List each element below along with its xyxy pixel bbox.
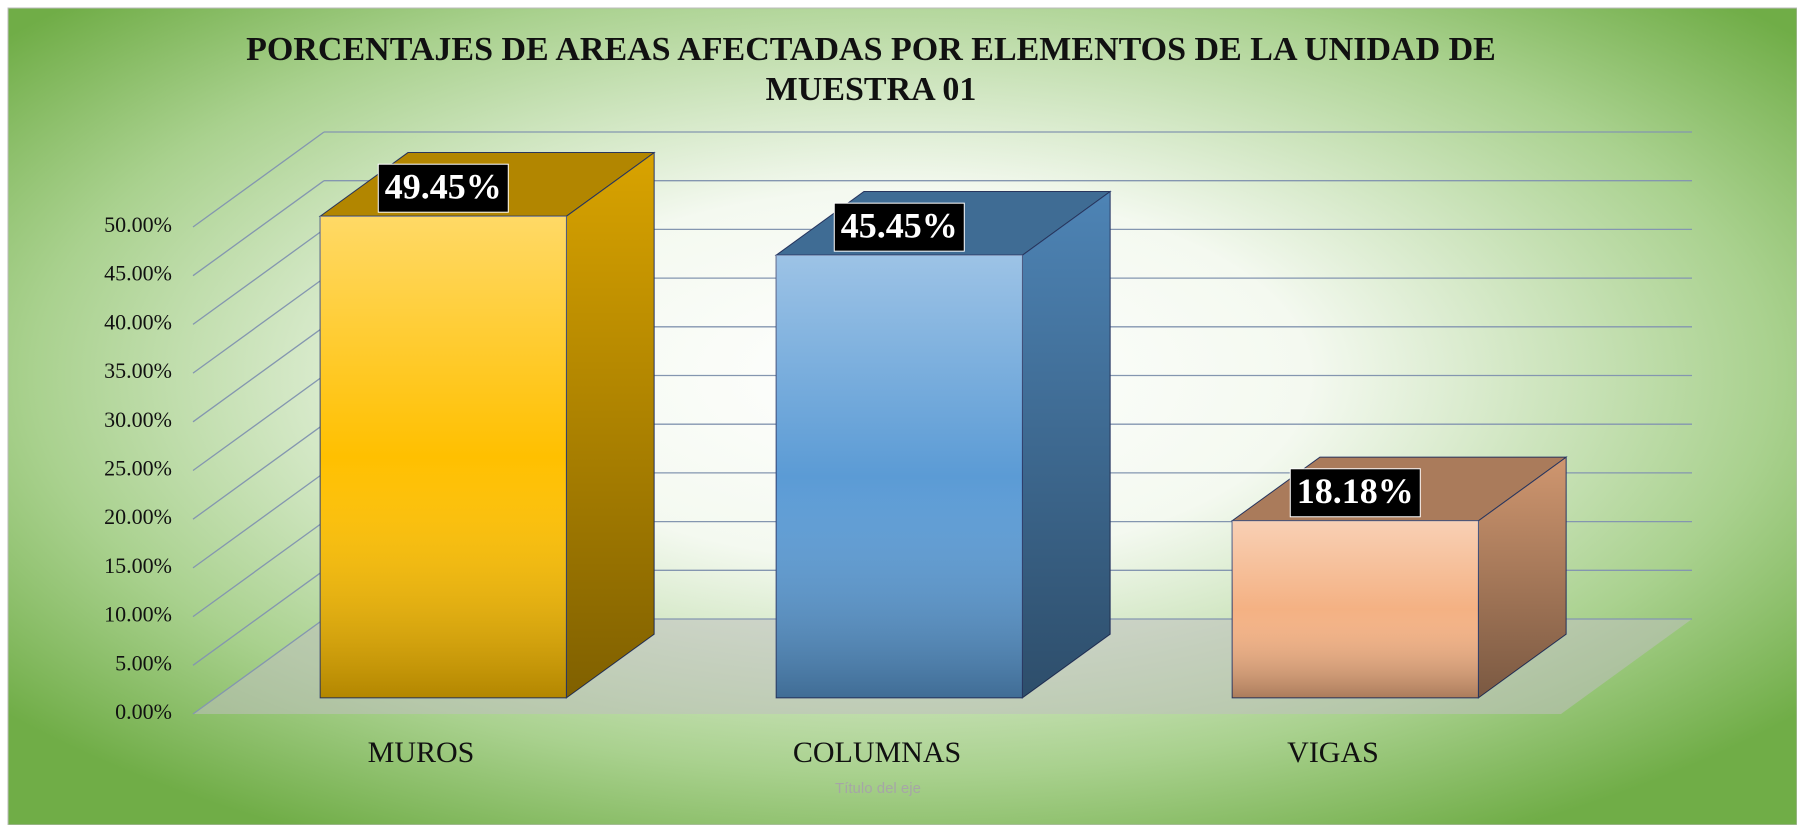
grid-line-side [192, 472, 325, 569]
y-tick-label: 40.00% [104, 309, 172, 334]
bar-shade [320, 216, 567, 698]
bar-side-shade [1022, 191, 1111, 698]
y-tick-label: 20.00% [104, 504, 172, 529]
grid-line-side [192, 180, 325, 277]
bar-side-shade [1478, 457, 1567, 698]
y-tick-label: 15.00% [104, 553, 172, 578]
value-label: 45.45% [841, 205, 958, 245]
grid-line-side [192, 374, 325, 472]
y-tick-label: 35.00% [104, 358, 172, 383]
x-tick-label: COLUMNAS [793, 736, 961, 769]
value-label-box [833, 202, 965, 252]
x-axis-title: Título del eje [835, 780, 921, 797]
value-label: 49.45% [385, 166, 502, 206]
y-tick-label: 45.00% [104, 261, 172, 286]
y-tick-label: 5.00% [115, 650, 172, 675]
bar-shade [1232, 520, 1479, 698]
value-label-box [1289, 468, 1421, 518]
value-label-box [377, 163, 509, 213]
grid-line-side [192, 326, 325, 423]
y-tick-label: 0.00% [115, 699, 172, 724]
y-tick-label: 30.00% [104, 407, 172, 432]
bar-shade [776, 255, 1023, 698]
grid-line-side [192, 521, 325, 618]
y-tick-label: 50.00% [104, 212, 172, 237]
x-tick-label: VIGAS [1287, 736, 1379, 769]
grid-line-side [192, 569, 325, 666]
grid-line-side [192, 618, 325, 715]
grid-line-side [192, 228, 325, 325]
y-tick-label: 25.00% [104, 456, 172, 481]
x-tick-label: MUROS [368, 736, 475, 769]
value-label: 18.18% [1297, 471, 1414, 511]
grid-line-side [192, 131, 325, 228]
grid-line-side [192, 277, 325, 374]
y-tick-label: 10.00% [104, 602, 172, 627]
chart-title: PORCENTAJES DE AREAS AFECTADAS POR ELEME… [246, 31, 1496, 108]
grid-line-side [192, 423, 325, 520]
bar-side-shade [566, 152, 655, 698]
